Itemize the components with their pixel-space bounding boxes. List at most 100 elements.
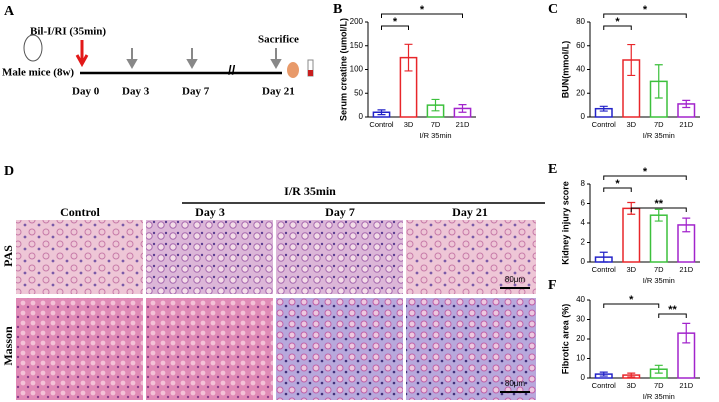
significance-bracket bbox=[630, 207, 687, 212]
y-tick-label: 80 bbox=[576, 17, 585, 26]
y-axis-label: Fibrotic area (%) bbox=[560, 304, 570, 375]
day-label: Day 21 bbox=[262, 86, 295, 98]
x-tick-label: Control bbox=[592, 120, 617, 129]
end-event: Sacrifice bbox=[258, 34, 299, 46]
micrograph bbox=[16, 220, 143, 294]
significance-label: * bbox=[629, 294, 634, 306]
day-label: Day 7 bbox=[182, 86, 210, 98]
y-tick-label: 150 bbox=[350, 41, 364, 50]
error-bar bbox=[599, 105, 608, 112]
x-tick-label: 3D bbox=[404, 120, 414, 129]
y-tick-label: 6 bbox=[581, 199, 586, 208]
panel-label: C bbox=[548, 2, 558, 17]
significance-label: ** bbox=[654, 198, 663, 210]
error-bar bbox=[627, 372, 636, 378]
micrograph bbox=[146, 298, 273, 400]
y-axis-label: Kidney injury score bbox=[560, 181, 570, 265]
panel-label: B bbox=[333, 2, 342, 17]
x-axis-label: I/R 35min bbox=[643, 276, 675, 285]
error-bar bbox=[682, 322, 691, 344]
y-tick-label: 40 bbox=[576, 295, 585, 304]
kidney-icon bbox=[287, 62, 299, 78]
significance-label: * bbox=[643, 4, 648, 16]
x-tick-label: 7D bbox=[654, 381, 664, 390]
y-tick-label: 20 bbox=[576, 88, 585, 97]
y-tick-label: 100 bbox=[350, 65, 364, 74]
group-label: I/R 35min bbox=[284, 184, 336, 198]
error-bar bbox=[654, 208, 663, 222]
column-label: Control bbox=[60, 205, 100, 219]
micrograph bbox=[146, 220, 273, 294]
x-tick-label: Control bbox=[592, 265, 617, 274]
x-axis-label: I/R 35min bbox=[419, 131, 451, 140]
x-tick-label: 21D bbox=[456, 120, 470, 129]
y-tick-label: 0 bbox=[581, 112, 586, 121]
error-bar bbox=[404, 43, 413, 72]
sample-arrows bbox=[126, 48, 282, 70]
error-bar bbox=[682, 99, 691, 109]
x-tick-label: 3D bbox=[626, 265, 636, 274]
y-tick-label: 10 bbox=[576, 354, 585, 363]
error-bar bbox=[654, 364, 663, 374]
y-tick-label: 200 bbox=[350, 17, 364, 26]
panel-label: D bbox=[4, 164, 14, 179]
x-tick-label: Control bbox=[592, 381, 617, 390]
significance-label: ** bbox=[668, 304, 677, 316]
micrograph bbox=[276, 220, 403, 294]
row-label: PAS bbox=[1, 245, 15, 267]
day-label: Day 0 bbox=[72, 86, 100, 98]
y-tick-label: 30 bbox=[576, 315, 585, 324]
y-axis-label: BUN(mmol/L) bbox=[560, 41, 570, 99]
significance-bracket bbox=[381, 13, 463, 18]
error-bar bbox=[682, 217, 691, 233]
micrographs bbox=[16, 220, 536, 400]
y-tick-label: 50 bbox=[354, 88, 363, 97]
error-bar bbox=[458, 104, 467, 113]
micrograph bbox=[276, 298, 403, 400]
y-tick-label: 2 bbox=[581, 238, 586, 247]
significance-bracket bbox=[603, 25, 632, 30]
tube-blood bbox=[308, 70, 313, 76]
x-tick-label: 7D bbox=[654, 120, 664, 129]
event-arrow bbox=[75, 40, 89, 68]
micrograph bbox=[16, 298, 143, 400]
significance-bracket bbox=[603, 13, 687, 18]
bar bbox=[622, 207, 641, 263]
panel-label: F bbox=[548, 278, 557, 293]
significance-bracket bbox=[603, 187, 632, 192]
error-bar bbox=[377, 109, 386, 116]
error-bar bbox=[599, 251, 608, 263]
significance-bracket bbox=[603, 303, 660, 308]
x-tick-label: 7D bbox=[654, 265, 664, 274]
significance-label: * bbox=[393, 16, 398, 28]
subject: Male mice (8w) bbox=[2, 67, 74, 79]
significance-bracket bbox=[381, 25, 409, 30]
micrograph bbox=[406, 220, 536, 294]
event: Bil-I/RI (35min) bbox=[30, 26, 106, 38]
micrograph bbox=[406, 298, 536, 400]
x-tick-label: 21D bbox=[679, 381, 693, 390]
y-tick-label: 40 bbox=[576, 65, 585, 74]
mouse-icon bbox=[23, 34, 43, 62]
y-tick-label: 0 bbox=[359, 112, 364, 121]
bar bbox=[649, 214, 668, 263]
y-tick-label: 8 bbox=[581, 179, 586, 188]
y-tick-label: 20 bbox=[576, 334, 585, 343]
significance-bracket bbox=[603, 175, 687, 180]
x-axis-label: I/R 35min bbox=[643, 392, 675, 401]
significance-label: * bbox=[615, 178, 620, 190]
x-tick-label: 3D bbox=[626, 381, 636, 390]
x-tick-label: Control bbox=[369, 120, 394, 129]
row-label: Masson bbox=[1, 326, 15, 366]
scale-label: 80μm bbox=[505, 275, 526, 284]
x-axis-label: I/R 35min bbox=[643, 131, 675, 140]
scale-label: 80μm bbox=[505, 379, 526, 388]
panel-label: E bbox=[548, 162, 557, 177]
x-tick-label: 7D bbox=[431, 120, 441, 129]
column-label: Day 7 bbox=[325, 205, 355, 219]
y-tick-label: 0 bbox=[581, 373, 586, 382]
significance-label: * bbox=[615, 16, 620, 28]
significance-bracket bbox=[658, 313, 687, 318]
error-bar bbox=[431, 98, 440, 112]
